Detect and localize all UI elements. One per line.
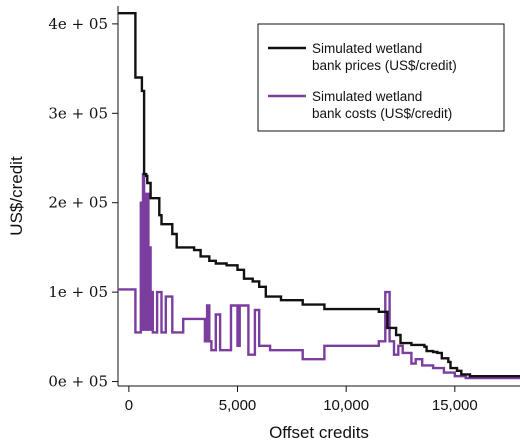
- legend-label-prices-line1: Simulated wetland: [312, 41, 422, 56]
- y-tick-label: 4e + 05: [48, 15, 108, 33]
- y-tick-label: 2e + 05: [48, 194, 108, 212]
- plot-area: 0e + 05 1e + 05 2e + 05 3e + 05 4e + 05 0 5,0…: [48, 6, 520, 414]
- y-tick-label: 3e + 05: [48, 104, 108, 122]
- series-line-costs: [118, 172, 520, 380]
- legend: Simulated wetland bank prices (US$/credi…: [257, 23, 505, 132]
- series-line-prices: [118, 12, 520, 378]
- x-tick-label: 5,000: [219, 397, 257, 414]
- legend-label-prices-line2: bank prices (US$/credit): [312, 58, 457, 73]
- series-layer: [118, 12, 520, 380]
- y-tick-label: 0e + 05: [48, 373, 108, 391]
- legend-label-costs-line1: Simulated wetland: [312, 89, 422, 104]
- y-axis-label: US$/credit: [7, 156, 26, 236]
- x-tick-label: 15,000: [432, 397, 478, 414]
- x-tick-label: 0: [125, 397, 133, 414]
- y-ticks: 0e + 05 1e + 05 2e + 05 3e + 05 4e + 05: [48, 15, 118, 391]
- legend-box: [257, 23, 505, 132]
- x-ticks: 0 5,000 10,000 15,000: [125, 386, 478, 414]
- x-tick-label: 10,000: [323, 397, 369, 414]
- y-tick-label: 1e + 05: [48, 283, 108, 301]
- legend-label-costs-line2: bank costs (US$/credit): [312, 106, 452, 121]
- x-axis-label: Offset credits: [269, 423, 369, 442]
